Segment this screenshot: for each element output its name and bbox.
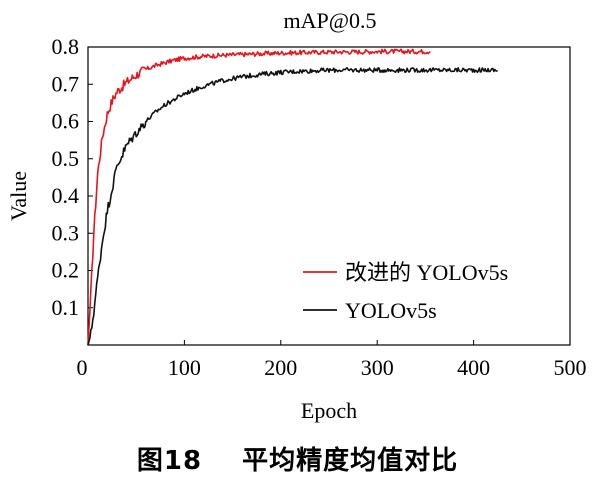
chart-title: mAP@0.5 <box>284 8 377 33</box>
y-tick-label: 0.7 <box>52 71 80 96</box>
x-tick-label: 400 <box>457 355 490 380</box>
series-layer <box>87 48 498 346</box>
y-tick-label: 0.2 <box>52 258 80 283</box>
x-ticks: 100 200 300 400 500 <box>168 340 587 380</box>
y-origin-label: 0 <box>77 355 88 380</box>
y-tick-label: 0.4 <box>52 183 80 208</box>
axes-frame <box>87 46 571 346</box>
legend-label: 改进的 YOLOv5s <box>345 260 508 285</box>
series-line-yolov5s <box>87 67 498 346</box>
plot-area: 100 200 300 400 500 0.1 0.2 0.3 0.4 0.5 0.6 0.7 0.8… <box>52 34 587 380</box>
y-tick-label: 0.6 <box>52 109 80 134</box>
x-tick-label: 200 <box>264 355 297 380</box>
y-tick-label: 0.8 <box>52 34 80 59</box>
y-ticks: 0.1 0.2 0.3 0.4 0.5 0.6 0.7 0.8 <box>52 34 93 320</box>
figure-caption-text: 平均精度均值对比 <box>242 446 459 476</box>
x-tick-label: 300 <box>361 355 394 380</box>
y-tick-label: 0.3 <box>52 220 80 245</box>
series-line-improved-yolov5s <box>87 48 431 346</box>
legend-label: YOLOv5s <box>345 298 437 323</box>
y-tick-label: 0.1 <box>52 295 80 320</box>
figure-caption: 图18 平均精度均值对比 <box>0 440 595 477</box>
y-tick-label: 0.5 <box>52 146 80 171</box>
y-axis-label: Value <box>6 171 31 221</box>
legend: 改进的 YOLOv5s YOLOv5s <box>303 260 508 323</box>
x-axis-label: Epoch <box>301 398 357 423</box>
figure-number: 图18 <box>136 446 203 476</box>
x-tick-label: 100 <box>168 355 201 380</box>
x-tick-label: 500 <box>554 355 587 380</box>
